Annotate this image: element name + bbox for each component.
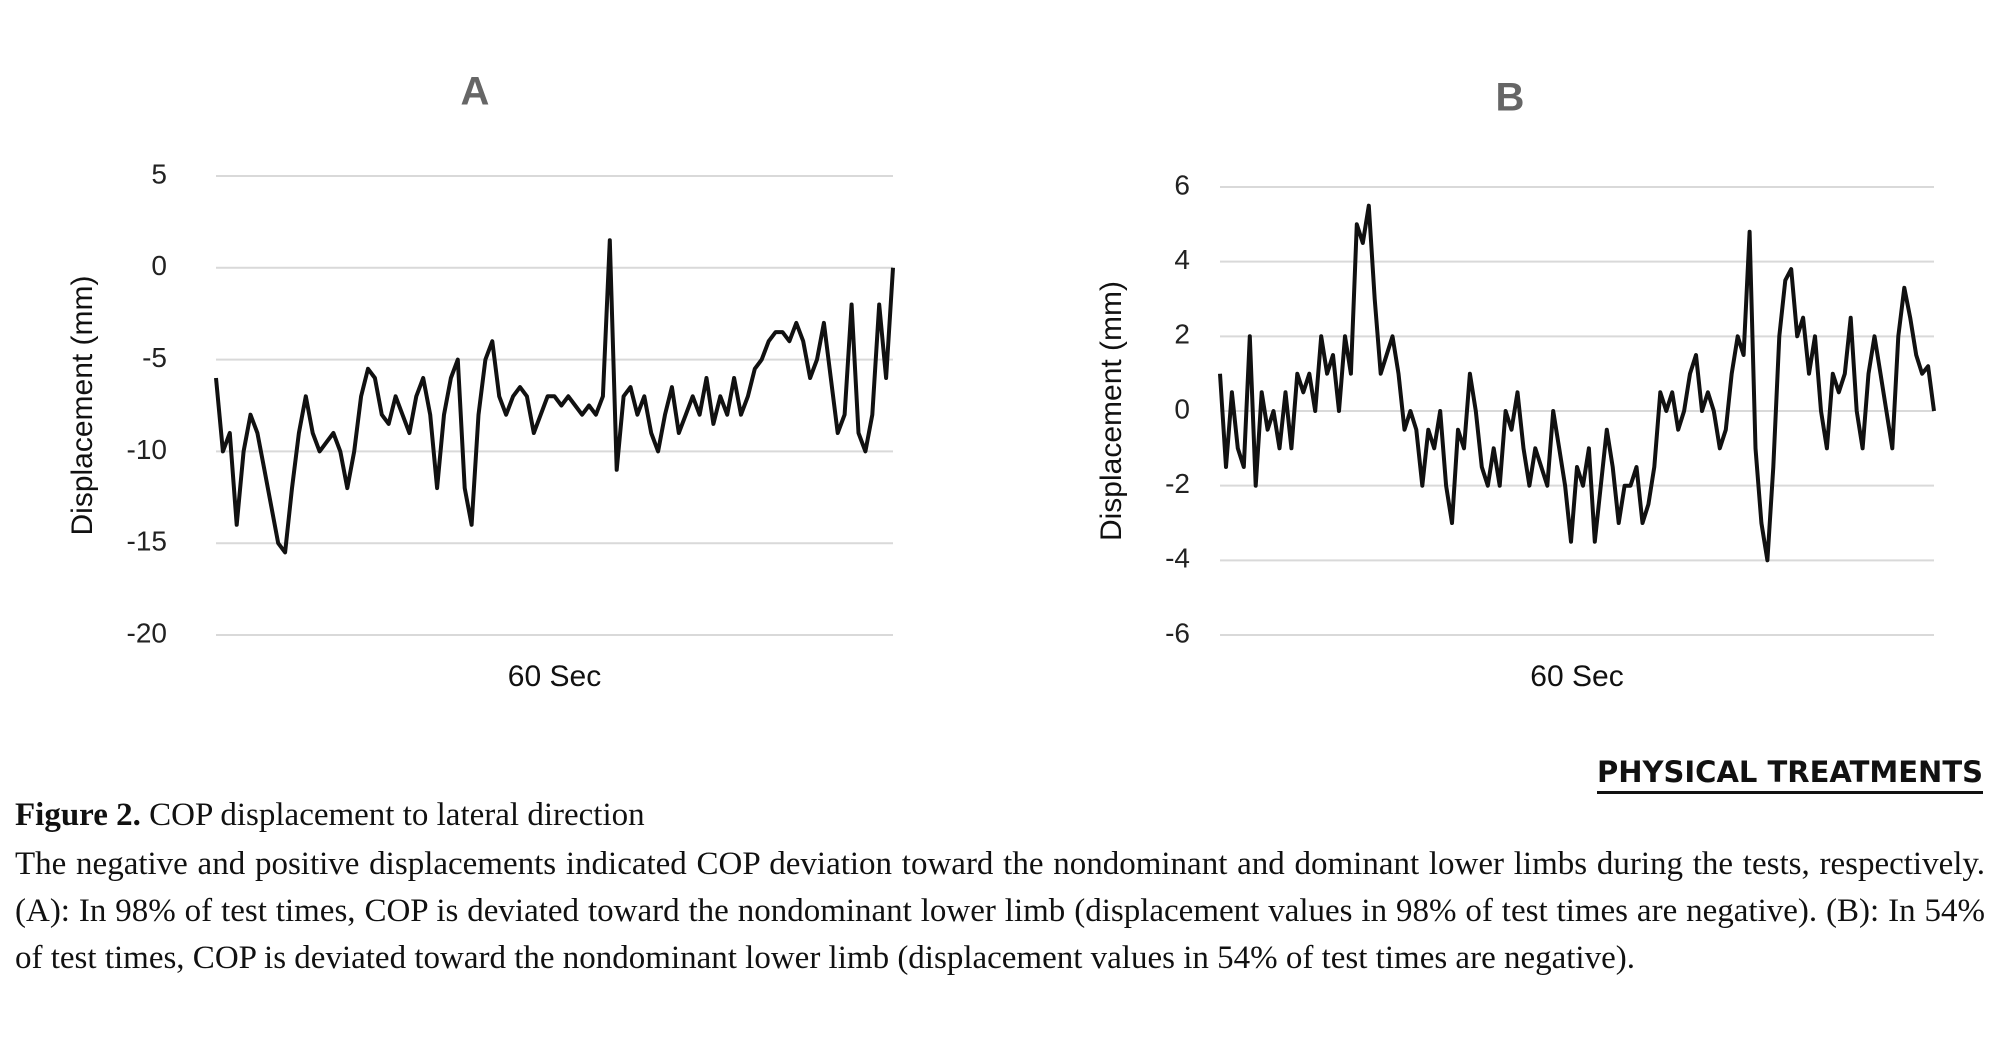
x-axis-label: 60 Sec	[1530, 660, 1623, 693]
y-tick-label: 6	[1174, 169, 1190, 200]
y-tick-label: -20	[127, 617, 167, 648]
logo: PHYSICAL TREATMENTS	[1596, 755, 1983, 794]
chart-title: A	[461, 70, 490, 114]
y-tick-label: -6	[1165, 617, 1190, 648]
y-tick-label: -10	[127, 434, 167, 465]
caption-label: Figure 2.	[15, 797, 141, 833]
y-axis-label: Displacement (mm)	[1095, 281, 1128, 541]
data-line	[214, 238, 895, 555]
y-tick-label: 2	[1174, 319, 1190, 350]
x-axis-label: 60 Sec	[508, 660, 601, 693]
y-tick-label: 0	[151, 250, 167, 281]
chart-title: B	[1496, 76, 1525, 120]
y-tick-label: -4	[1165, 543, 1190, 574]
y-tick-label: -15	[127, 526, 167, 557]
y-tick-label: -5	[142, 342, 167, 373]
y-axis-label: Displacement (mm)	[66, 275, 99, 535]
y-tick-label: 0	[1174, 393, 1190, 424]
caption-title: COP displacement to lateral direction	[149, 797, 645, 833]
y-tick-label: 5	[151, 158, 167, 189]
y-tick-label: 4	[1174, 244, 1190, 275]
caption: Figure 2. COP displacement to lateral di…	[15, 792, 1985, 982]
data-line	[1218, 203, 1936, 563]
y-tick-label: -2	[1165, 468, 1190, 499]
caption-text: The negative and positive displacements …	[15, 846, 1985, 976]
